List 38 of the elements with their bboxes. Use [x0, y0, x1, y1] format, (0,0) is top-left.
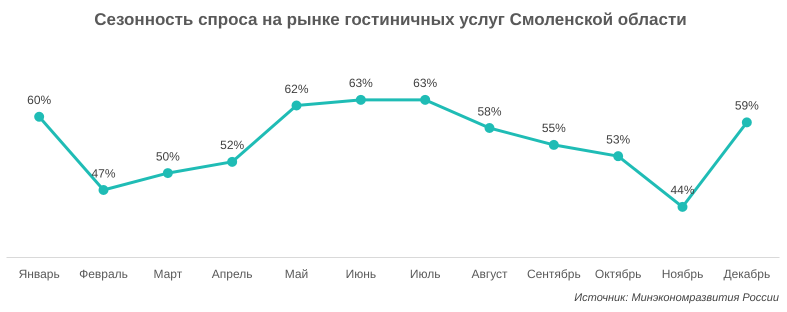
point: [484, 123, 494, 134]
data-label: 55%: [542, 121, 566, 136]
x-tick-label: Июнь: [346, 267, 376, 282]
x-tick-label: Май: [284, 267, 308, 282]
data-label: 53%: [606, 132, 630, 146]
x-tick-label: Март: [153, 267, 183, 282]
point: [162, 168, 173, 178]
data-label: 63%: [413, 76, 438, 90]
point: [227, 156, 238, 167]
point: [548, 140, 559, 150]
x-tick-label: Ноябрь: [662, 267, 704, 282]
x-tick-label: Апрель: [212, 267, 253, 282]
x-tick-label: Октябрь: [594, 267, 642, 282]
point: [420, 94, 430, 105]
x-tick-label: Сентябрь: [526, 267, 581, 282]
point: [742, 117, 752, 128]
data-label: 58%: [477, 104, 502, 118]
data-label: 52%: [220, 138, 244, 152]
x-tick-label: Январь: [18, 267, 60, 282]
data-label: 44%: [670, 183, 695, 198]
data-label: 47%: [91, 166, 116, 180]
x-tick-label: Февраль: [79, 267, 128, 282]
data-label: 60%: [27, 93, 52, 108]
point: [98, 184, 108, 195]
text: Источник: Минэкономразвития России: [574, 292, 779, 304]
point: [613, 151, 624, 162]
point: [34, 112, 44, 122]
chart-title: Сезонность спроса на рынке гостиничных услуг Смоленской области: [94, 10, 687, 29]
x-tick-label: Декабрь: [723, 267, 770, 282]
point: [678, 202, 688, 212]
x-tick-label: Август: [471, 267, 508, 282]
data-label: 50%: [156, 149, 180, 164]
x-tick-label: Июль: [410, 267, 440, 282]
data-label: 62%: [284, 82, 309, 96]
data-label: 63%: [348, 76, 374, 90]
point: [356, 94, 366, 105]
point: [292, 100, 302, 110]
data-label: 59%: [734, 98, 760, 113]
